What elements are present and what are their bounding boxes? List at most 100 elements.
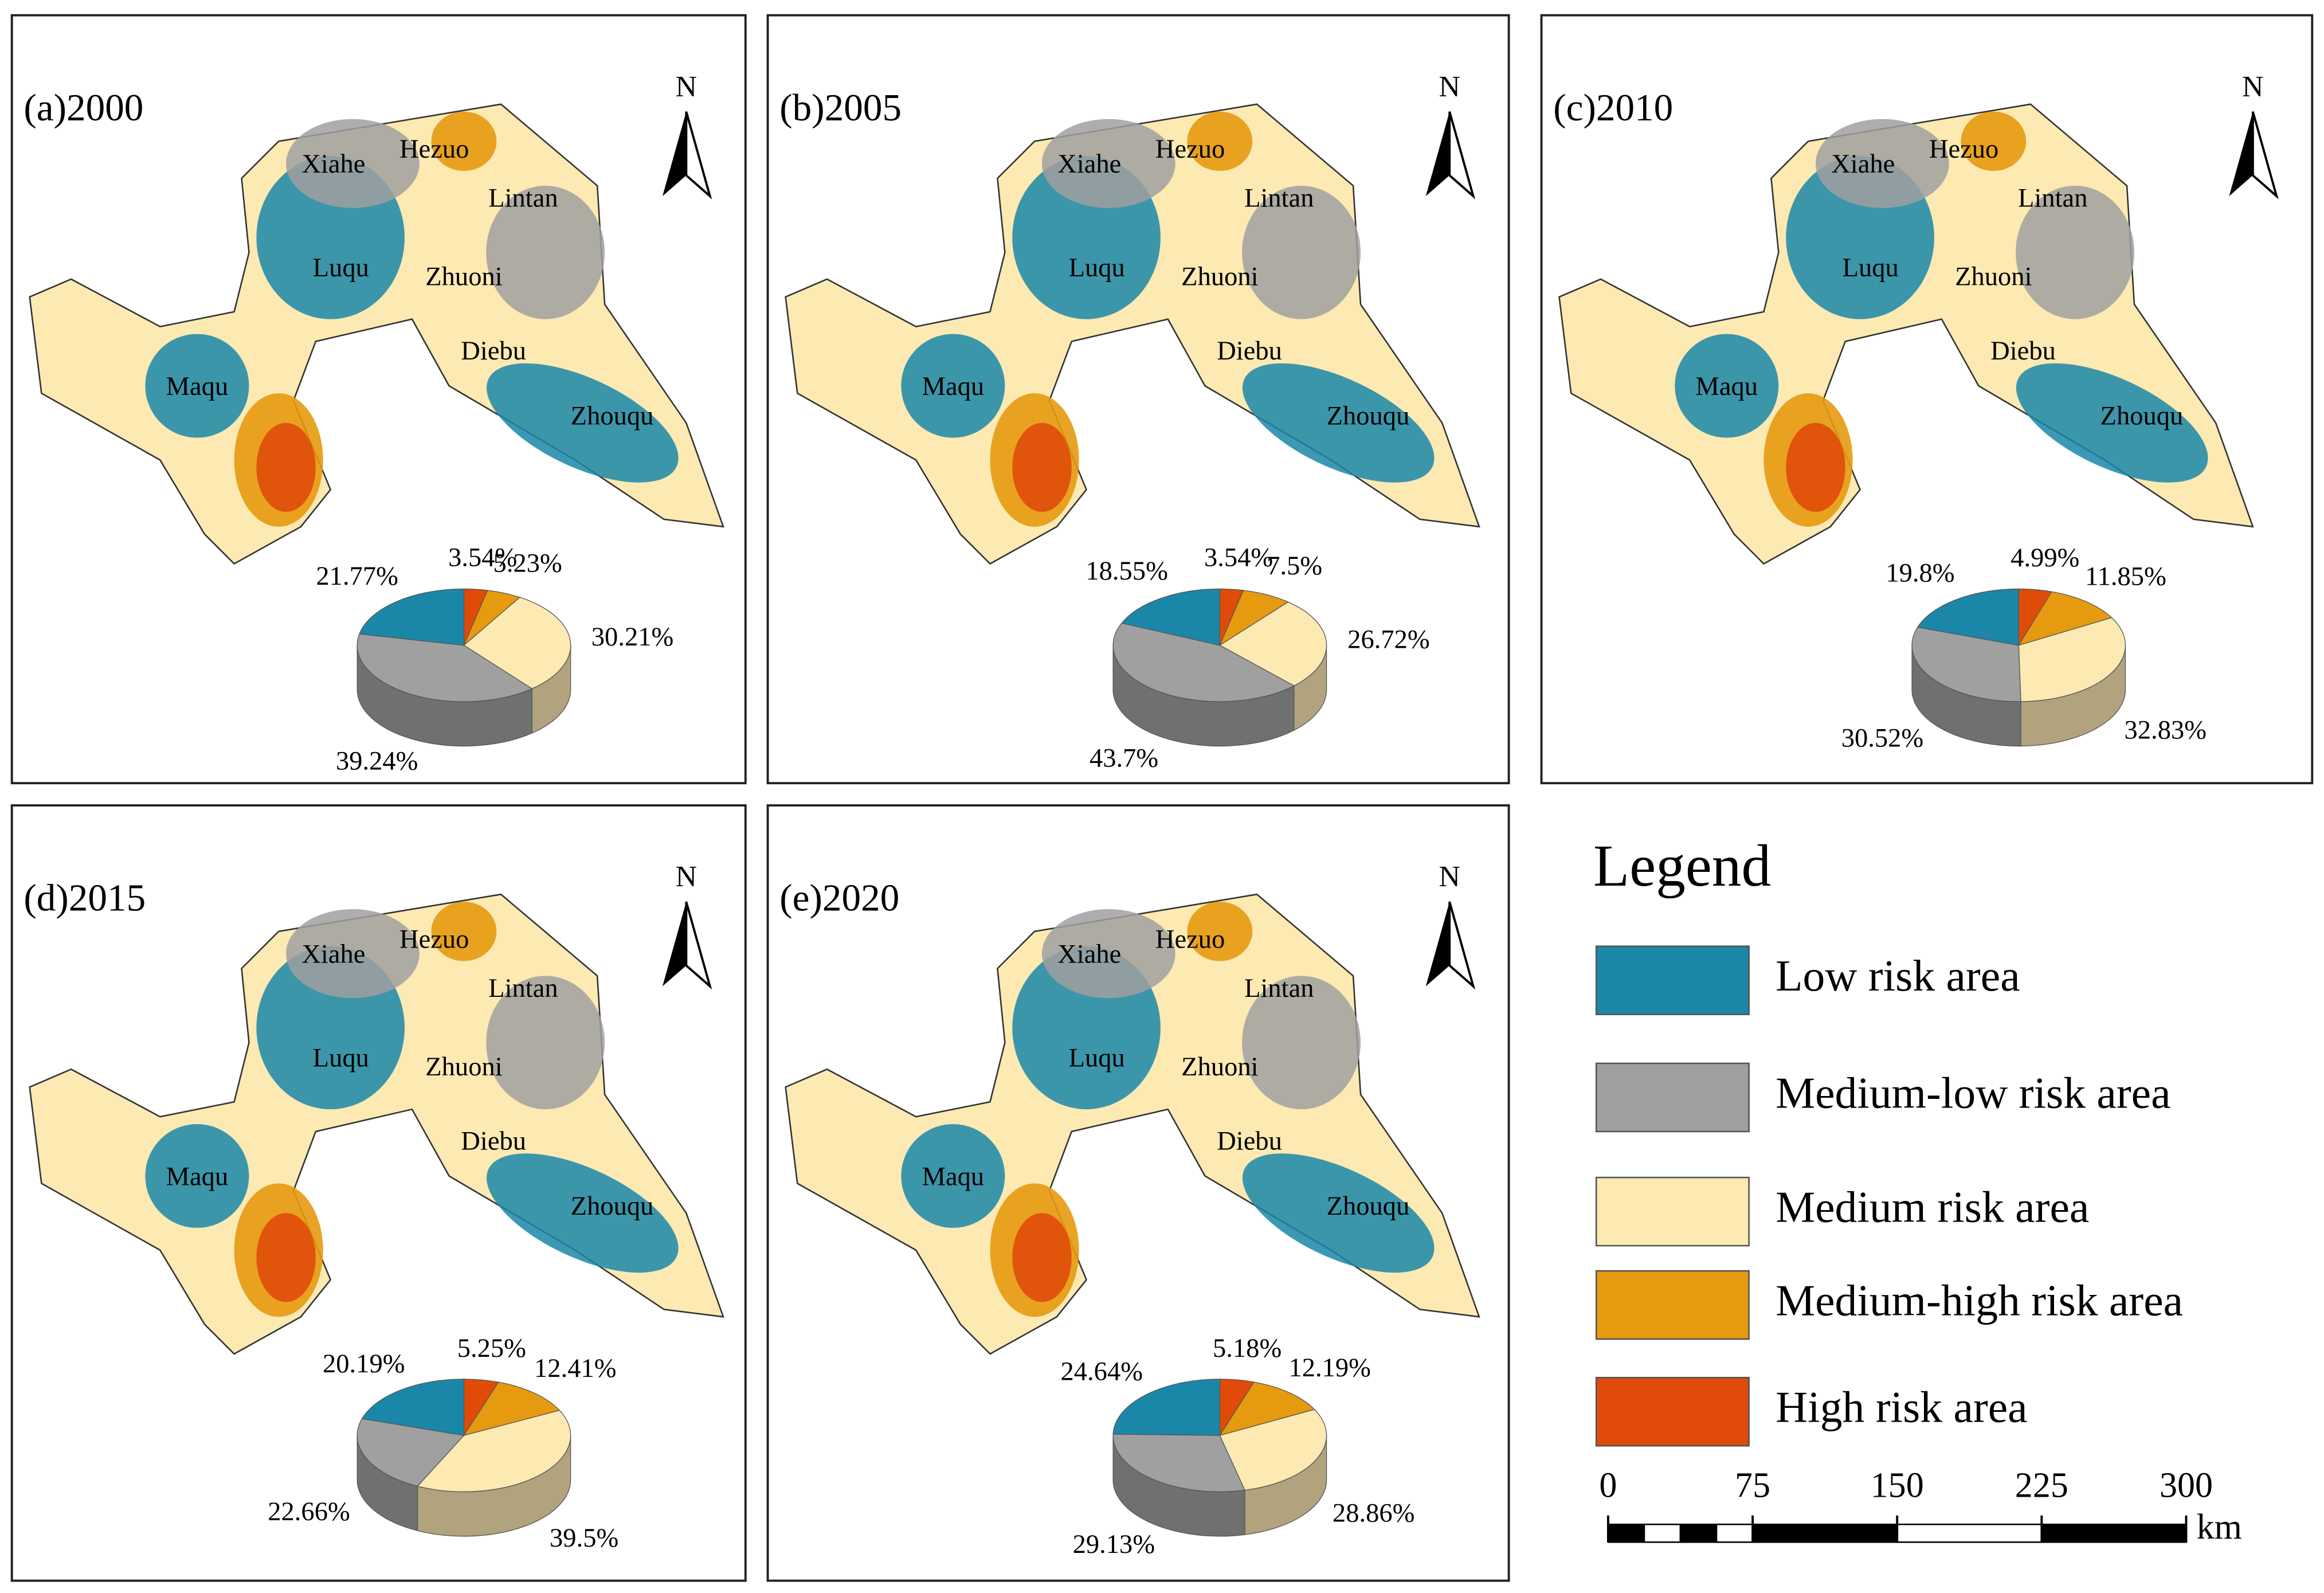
region-label: Xiahe <box>1057 150 1121 179</box>
map-zone <box>1187 902 1253 961</box>
region-label: Luqu <box>1843 253 1899 283</box>
north-arrow <box>1448 111 1476 199</box>
map-zone <box>486 976 605 1110</box>
region-label: Zhouqu <box>1327 402 1410 431</box>
region-label: Zhuoni <box>1955 263 2032 292</box>
region-label: Zhouqu <box>571 1192 654 1221</box>
north-label: N <box>1439 860 1460 893</box>
region-label: Zhuoni <box>1181 1052 1258 1082</box>
map-zone <box>901 334 1005 438</box>
region-label: Diebu <box>461 1126 526 1156</box>
region-label: Luqu <box>313 253 369 283</box>
pie-label: 20.19% <box>323 1349 405 1379</box>
pie-label: 32.83% <box>2125 715 2207 745</box>
region-label: Lintan <box>488 184 558 213</box>
map-zone <box>256 1213 316 1302</box>
map-zone <box>901 1124 1005 1228</box>
region-label: Luqu <box>1069 1044 1125 1073</box>
region-label: Diebu <box>461 336 526 366</box>
map-zone <box>1242 363 1435 483</box>
pie-slice <box>463 597 571 690</box>
map-zone <box>487 1153 679 1273</box>
panel: Xiahe Hezuo Lintan Luqu Zhuoni Diebu Maqu Zhouq… <box>1540 14 2314 785</box>
pie-label: 30.52% <box>1841 724 1923 753</box>
map-zone <box>431 111 497 171</box>
pie-label: 3.54% <box>1204 543 1273 572</box>
map-zone <box>1012 422 1072 512</box>
region-label: Lintan <box>488 974 558 1003</box>
region-label: Hezuo <box>399 135 469 164</box>
region-label: Diebu <box>1990 336 2056 366</box>
panel-label: (d)2015 <box>23 876 146 919</box>
panel: Xiahe Hezuo Lintan Luqu Zhuoni Diebu Maqu Zhouq… <box>10 14 747 785</box>
legend-swatch <box>1595 1176 1750 1247</box>
map-zone <box>1042 909 1175 999</box>
pie-slice <box>417 1410 571 1492</box>
panel-label: (b)2005 <box>779 86 902 129</box>
north-arrow <box>662 111 687 197</box>
scale-tick-label: 225 <box>2015 1466 2068 1505</box>
north-arrow <box>1425 111 1450 197</box>
pie-slice <box>1112 623 1295 702</box>
scale-segment <box>1751 1523 1898 1543</box>
pie-label: 39.24% <box>336 747 418 776</box>
region-label: Lintan <box>1244 184 1314 213</box>
pie-label: 29.13% <box>1073 1530 1155 1559</box>
north-arrow <box>1448 901 1476 990</box>
scale-segment <box>1607 1523 1645 1543</box>
north-label: N <box>676 71 697 103</box>
pie-slice <box>356 1418 465 1487</box>
pie-label: 21.77% <box>316 562 398 591</box>
legend-label: Medium-low risk area <box>1776 1068 2170 1117</box>
scale-segment <box>1896 1523 2043 1543</box>
legend-swatch <box>1595 945 1750 1015</box>
pie-slice <box>1218 1381 1315 1437</box>
pie-label: 3.54% <box>448 543 517 572</box>
region-label: Xiahe <box>301 940 365 969</box>
map-zone <box>431 902 497 961</box>
legend-swatch <box>1595 1062 1750 1133</box>
region-label: Zhuoni <box>1181 263 1258 292</box>
scale-tick-label: 75 <box>1735 1466 1770 1505</box>
north-label: N <box>1439 71 1460 103</box>
region-label: Maqu <box>1696 372 1758 401</box>
region-label: Diebu <box>1217 336 1282 366</box>
pie-slice <box>463 1381 561 1437</box>
map-zone <box>286 119 420 208</box>
panel-label: (a)2000 <box>23 86 143 129</box>
scale-segment <box>1679 1523 1718 1543</box>
scale-segment <box>2041 1523 2187 1543</box>
region-label: Lintan <box>1244 974 1314 1003</box>
region-label: Luqu <box>1069 253 1125 283</box>
legend-label: High risk area <box>1776 1383 2027 1432</box>
north-arrow <box>685 111 712 199</box>
pie-label: 30.21% <box>591 623 673 652</box>
map-zone <box>1675 334 1779 438</box>
region-label: Xiahe <box>301 150 365 179</box>
region-label: Xiahe <box>1831 150 1895 179</box>
region-label: Xiahe <box>1057 940 1121 969</box>
map-zone <box>286 909 420 999</box>
region-label: Zhuoni <box>425 263 502 292</box>
panel-label: (e)2020 <box>779 876 899 919</box>
region-label: Hezuo <box>1155 135 1225 164</box>
north-label: N <box>676 860 697 893</box>
north-arrow <box>2251 111 2279 199</box>
legend-swatch <box>1595 1270 1750 1340</box>
panel: Xiahe Hezuo Lintan Luqu Zhuoni Diebu Maqu Zhouq… <box>766 804 1510 1582</box>
legend-title: Legend <box>1593 833 1771 899</box>
north-arrow <box>1425 902 1450 987</box>
pie-label: 22.66% <box>268 1497 350 1527</box>
pie-slice <box>359 588 465 646</box>
map-zone <box>145 1124 249 1228</box>
pie-slice <box>1112 1434 1246 1493</box>
pie-label: 5.23% <box>493 549 562 578</box>
pie-label: 43.7% <box>1090 743 1158 773</box>
pie-label: 12.19% <box>1288 1353 1370 1383</box>
map-zone <box>1786 422 1845 512</box>
scale-tick-label: 0 <box>1599 1466 1617 1505</box>
pie-label: 4.99% <box>2011 543 2079 573</box>
region-label: Hezuo <box>1155 925 1225 954</box>
pie-slice <box>2018 617 2126 702</box>
